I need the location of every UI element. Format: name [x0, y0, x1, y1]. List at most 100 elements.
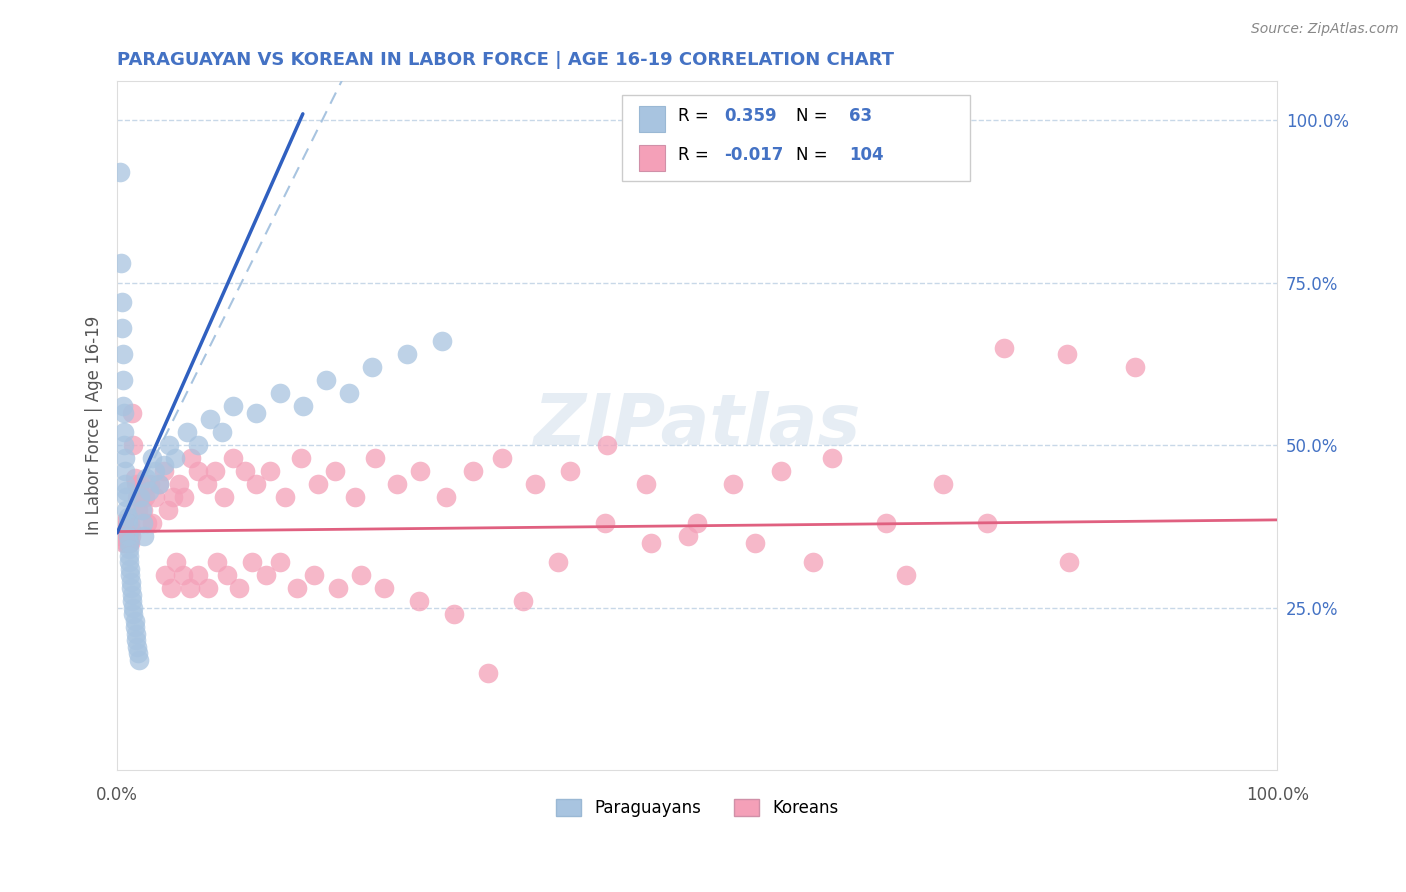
Text: N =: N =: [796, 107, 832, 125]
Point: [976, 516, 998, 530]
Point: [118, 555, 141, 569]
Point: [315, 373, 337, 387]
Point: [326, 581, 349, 595]
Point: [111, 529, 134, 543]
Point: [135, 470, 157, 484]
Point: [138, 483, 160, 498]
Point: [245, 477, 267, 491]
Point: [640, 535, 662, 549]
Point: [636, 477, 658, 491]
Point: [821, 451, 844, 466]
Point: [259, 464, 281, 478]
Point: [111, 529, 134, 543]
Point: [204, 464, 226, 478]
Point: [285, 581, 308, 595]
Point: [269, 555, 291, 569]
Point: [115, 503, 138, 517]
Point: [117, 516, 139, 530]
Point: [408, 594, 430, 608]
Point: [125, 477, 148, 491]
Point: [434, 490, 457, 504]
Point: [141, 451, 163, 466]
Point: [115, 535, 138, 549]
Point: [723, 477, 745, 491]
Point: [111, 373, 134, 387]
Point: [337, 386, 360, 401]
Point: [128, 490, 150, 504]
Point: [686, 516, 709, 530]
Point: [121, 594, 143, 608]
Point: [304, 568, 326, 582]
Point: [364, 451, 387, 466]
Point: [118, 561, 141, 575]
Point: [114, 516, 136, 530]
Point: [132, 529, 155, 543]
Point: [124, 620, 146, 634]
Point: [274, 490, 297, 504]
Point: [187, 438, 209, 452]
Point: [122, 600, 145, 615]
Point: [240, 555, 263, 569]
Point: [128, 652, 150, 666]
Point: [111, 295, 134, 310]
Point: [108, 529, 131, 543]
Point: [120, 574, 142, 589]
Point: [152, 464, 174, 478]
Point: [254, 568, 277, 582]
Point: [122, 607, 145, 621]
Point: [118, 516, 141, 530]
Point: [117, 516, 139, 530]
Point: [118, 523, 141, 537]
Point: [118, 549, 141, 563]
Text: ZIPatlas: ZIPatlas: [534, 392, 860, 460]
Point: [744, 535, 766, 549]
Point: [125, 633, 148, 648]
Point: [118, 535, 141, 549]
Point: [132, 516, 155, 530]
Point: [558, 464, 581, 478]
Point: [112, 406, 135, 420]
Point: [112, 523, 135, 537]
Point: [157, 438, 180, 452]
Point: [211, 425, 233, 439]
Point: [205, 555, 228, 569]
Point: [111, 321, 134, 335]
Point: [165, 555, 187, 569]
Point: [121, 406, 143, 420]
Point: [932, 477, 955, 491]
Point: [111, 347, 134, 361]
Point: [212, 490, 235, 504]
Point: [125, 640, 148, 654]
Point: [228, 581, 250, 595]
Text: R =: R =: [678, 107, 714, 125]
Point: [115, 490, 138, 504]
Point: [118, 529, 141, 543]
Point: [152, 458, 174, 472]
Point: [157, 503, 180, 517]
Point: [118, 535, 141, 549]
Text: 104: 104: [849, 146, 884, 164]
Point: [344, 490, 367, 504]
Point: [148, 477, 170, 491]
Text: Source: ZipAtlas.com: Source: ZipAtlas.com: [1251, 22, 1399, 37]
Point: [769, 464, 792, 478]
Point: [1057, 555, 1080, 569]
Point: [187, 464, 209, 478]
Point: [114, 464, 136, 478]
Point: [127, 646, 149, 660]
Point: [307, 477, 329, 491]
Point: [108, 165, 131, 179]
Point: [523, 477, 546, 491]
Point: [291, 399, 314, 413]
Point: [124, 470, 146, 484]
Point: [198, 412, 221, 426]
Point: [477, 665, 499, 680]
Point: [145, 464, 167, 478]
Point: [162, 490, 184, 504]
FancyBboxPatch shape: [640, 145, 665, 171]
Point: [350, 568, 373, 582]
Point: [124, 614, 146, 628]
Point: [115, 483, 138, 498]
Point: [547, 555, 569, 569]
Y-axis label: In Labor Force | Age 16-19: In Labor Force | Age 16-19: [86, 316, 103, 535]
